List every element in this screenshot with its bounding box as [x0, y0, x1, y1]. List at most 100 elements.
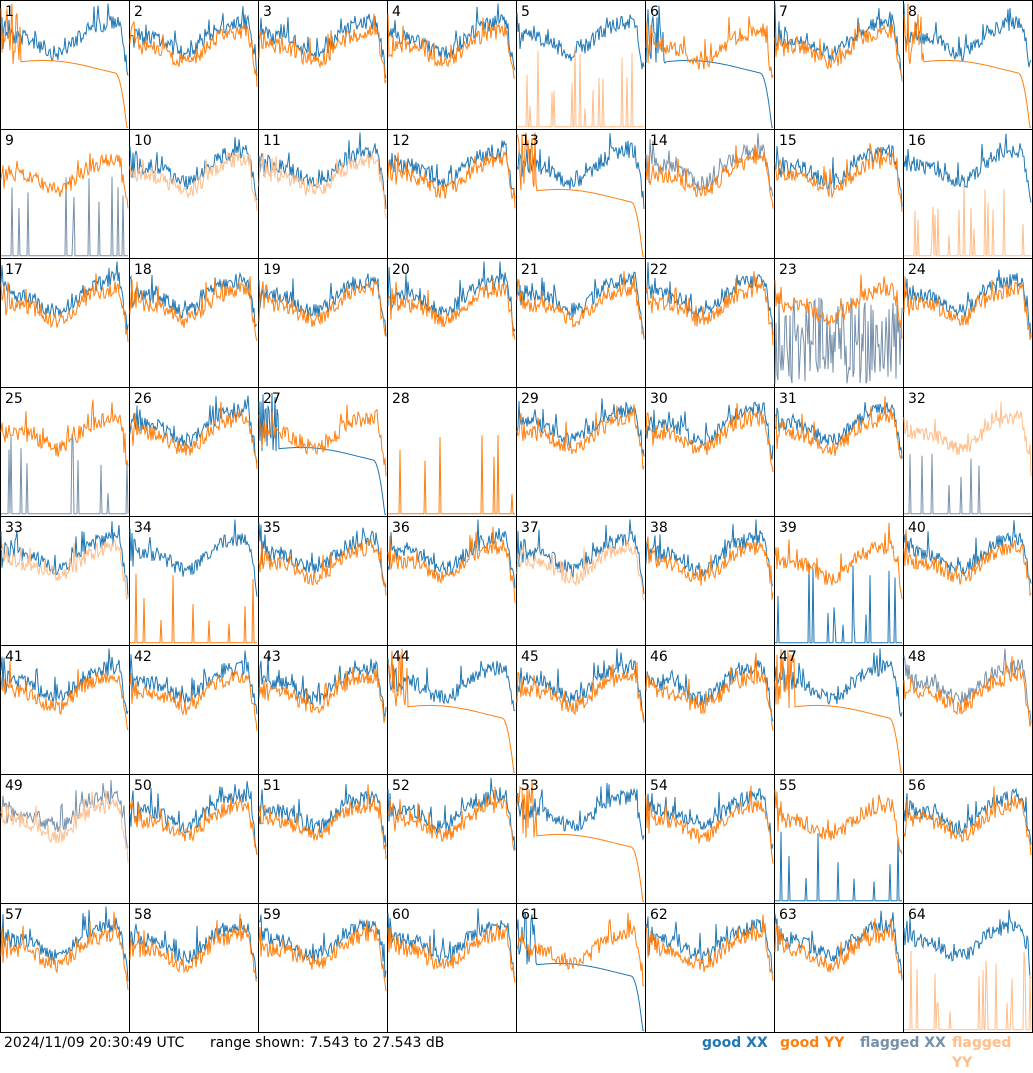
- panel-label: 6: [650, 4, 659, 20]
- panel-45: 45: [516, 645, 646, 775]
- series-yy-flagged: [0, 790, 129, 863]
- series-yy-good: [774, 918, 903, 981]
- series-yy-good: [645, 402, 774, 473]
- series-yy-good: [774, 274, 903, 339]
- panel-label: 40: [908, 520, 926, 536]
- panel-label: 54: [650, 778, 668, 794]
- series-yy-flagged: [0, 539, 129, 600]
- panel-27: 27: [258, 387, 388, 517]
- panel-label: 5: [521, 4, 530, 20]
- panel-label: 55: [779, 778, 797, 794]
- panel-frame: [645, 645, 775, 775]
- panel-47: 47: [774, 645, 904, 775]
- series-xx-good: [516, 782, 645, 841]
- panel-label: 4: [392, 4, 401, 20]
- series-xx-good: [903, 133, 1032, 203]
- panel-frame: [903, 516, 1033, 646]
- panel-label: 62: [650, 907, 668, 923]
- series-xx-flagged: [903, 648, 1032, 724]
- panel-label: 45: [521, 649, 539, 665]
- panel-label: 21: [521, 262, 539, 278]
- series-yy-good: [0, 399, 129, 466]
- series-xx-flagged: [774, 297, 903, 384]
- panel-17: 17: [0, 258, 130, 388]
- series-xx-good: [129, 519, 258, 597]
- panel-30: 30: [645, 387, 775, 517]
- panel-frame: [903, 129, 1033, 259]
- panel-frame: [129, 129, 259, 259]
- panel-25: 25: [0, 387, 130, 517]
- panel-label: 42: [134, 649, 152, 665]
- panel-label: 33: [5, 520, 23, 536]
- panel-label: 58: [134, 907, 152, 923]
- series-yy-good: [516, 662, 645, 723]
- panel-6: 6: [645, 0, 775, 130]
- panel-frame: [903, 645, 1033, 775]
- series-xx-good: [516, 648, 645, 722]
- series-xx-flagged: [645, 133, 774, 197]
- series-yy-good: [0, 3, 128, 128]
- panel-50: 50: [129, 774, 259, 904]
- series-xx-good: [129, 781, 258, 855]
- series-yy-good: [645, 785, 774, 864]
- panel-label: 1: [5, 4, 14, 20]
- series-yy-good: [387, 150, 516, 209]
- panel-frame: [129, 645, 259, 775]
- panel-label: 48: [908, 649, 926, 665]
- panel-label: 29: [521, 391, 539, 407]
- panel-28: 28: [387, 387, 517, 517]
- footer: 2024/11/09 20:30:49 UTC range shown: 7.5…: [0, 1033, 1033, 1071]
- panel-63: 63: [774, 903, 904, 1033]
- series-yy-good: [774, 522, 903, 600]
- panel-37: 37: [516, 516, 646, 646]
- series-xx-good: [775, 831, 902, 902]
- series-xx-good: [903, 3, 1032, 68]
- series-yy-good: [387, 923, 516, 984]
- panel-label: 50: [134, 778, 152, 794]
- panel-frame: [129, 258, 259, 388]
- panel-22: 22: [645, 258, 775, 388]
- panel-41: 41: [0, 645, 130, 775]
- series-yy-good: [387, 786, 516, 851]
- panel-frame: [774, 387, 904, 517]
- panel-label: 26: [134, 391, 152, 407]
- panel-64: 64: [903, 903, 1033, 1033]
- series-xx-good: [516, 912, 644, 1031]
- panel-56: 56: [903, 774, 1033, 904]
- panel-57: 57: [0, 903, 130, 1033]
- series-yy-good: [129, 913, 258, 982]
- panel-16: 16: [903, 129, 1033, 259]
- panel-11: 11: [258, 129, 388, 259]
- series-yy-good: [129, 670, 258, 731]
- series-xx-good: [129, 6, 258, 77]
- panel-frame: [645, 387, 775, 517]
- panel-59: 59: [258, 903, 388, 1033]
- panel-frame: [387, 645, 517, 775]
- panel-label: 20: [392, 262, 410, 278]
- panel-44: 44: [387, 645, 517, 775]
- panel-label: 13: [521, 133, 539, 149]
- panel-label: 15: [779, 133, 797, 149]
- series-xx-good: [645, 401, 774, 460]
- panel-frame: [129, 0, 259, 130]
- panel-58: 58: [129, 903, 259, 1033]
- series-yy-flagged: [517, 45, 644, 128]
- series-yy-good: [130, 573, 257, 644]
- panel-label: 9: [5, 133, 14, 149]
- series-yy-flagged: [258, 152, 387, 219]
- panel-51: 51: [258, 774, 388, 904]
- series-yy-good: [645, 145, 774, 209]
- series-xx-good: [0, 648, 129, 715]
- series-xx-good: [903, 787, 1032, 845]
- panel-label: 2: [134, 4, 143, 20]
- series-yy-good: [388, 435, 515, 515]
- panel-42: 42: [129, 645, 259, 775]
- panel-34: 34: [129, 516, 259, 646]
- panel-26: 26: [129, 387, 259, 517]
- series-xx-good: [258, 273, 387, 337]
- series-xx-good: [129, 650, 258, 715]
- panel-48: 48: [903, 645, 1033, 775]
- panel-label: 59: [263, 907, 281, 923]
- panel-label: 30: [650, 391, 668, 407]
- series-yy-good: [516, 132, 644, 257]
